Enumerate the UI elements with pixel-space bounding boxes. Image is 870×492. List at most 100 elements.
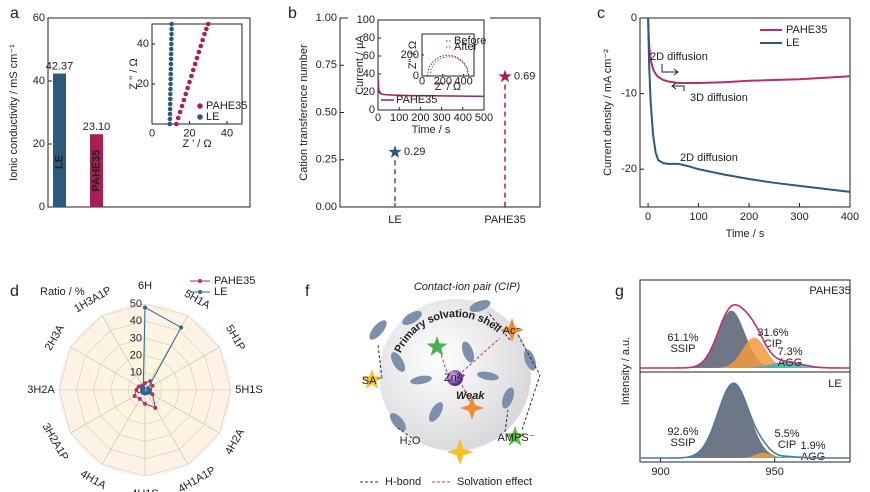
x-tick-label: 200 bbox=[434, 76, 452, 88]
y-axis-label: Z'' / Ω bbox=[407, 41, 419, 69]
legend-label: PAHE35 bbox=[206, 100, 247, 112]
y-tick-label: 20 bbox=[33, 138, 45, 150]
x-tick-label: 300 bbox=[432, 112, 450, 124]
category-label: 2H3A bbox=[43, 322, 67, 352]
data-point bbox=[198, 43, 204, 49]
y-tick-label: 20 bbox=[137, 78, 149, 90]
y-axis-label: Current / µA bbox=[354, 35, 366, 95]
x-tick-label: 400 bbox=[454, 76, 472, 88]
radar-grid bbox=[93, 338, 197, 442]
y-tick-label: 60 bbox=[363, 50, 375, 62]
radar-spoke bbox=[70, 346, 146, 391]
legend-label: H-bond bbox=[385, 476, 421, 488]
r-tick-label: 40 bbox=[130, 315, 142, 327]
bar bbox=[90, 134, 103, 207]
r-tick-label: 30 bbox=[130, 332, 142, 344]
series-line bbox=[429, 56, 469, 77]
plot-frame bbox=[47, 17, 251, 208]
panel-letter: f bbox=[305, 283, 310, 300]
radar-grid bbox=[58, 303, 232, 477]
data-point bbox=[169, 36, 174, 42]
component-area bbox=[640, 310, 850, 368]
y-tick-label: 20 bbox=[363, 86, 375, 98]
radar-spoke bbox=[70, 389, 146, 434]
h-bond bbox=[397, 427, 413, 439]
data-point bbox=[169, 26, 174, 32]
annotation-arrow bbox=[671, 82, 685, 91]
h-bond bbox=[517, 334, 541, 431]
data-point bbox=[205, 21, 211, 27]
x-tick-label: 900 bbox=[651, 466, 669, 478]
y-tick-label: 0 bbox=[631, 12, 637, 24]
annotation: 2D diffusion bbox=[650, 51, 708, 63]
series-line bbox=[647, 18, 850, 193]
legend-label: PAHE35 bbox=[786, 24, 827, 36]
legend-label: Before bbox=[454, 35, 486, 47]
component-area bbox=[640, 383, 850, 458]
annotation: 3D diffusion bbox=[690, 92, 748, 104]
component-name-label: AGG bbox=[801, 451, 825, 463]
component-name-label: AGG bbox=[778, 357, 802, 369]
star-marker bbox=[388, 145, 402, 158]
data-point bbox=[183, 91, 189, 97]
r-tick-label: 20 bbox=[130, 350, 142, 362]
y-tick-label: 200 bbox=[401, 49, 419, 61]
x-tick-label: LE bbox=[388, 214, 401, 226]
h-bond bbox=[487, 311, 511, 341]
data-point bbox=[192, 61, 198, 67]
data-point bbox=[194, 55, 200, 61]
x-tick-label: PAHE35 bbox=[484, 214, 525, 226]
component-value-label: 61.1% bbox=[667, 332, 698, 344]
y-tick-label: 60 bbox=[33, 12, 45, 24]
radar-spoke bbox=[144, 346, 220, 391]
value-label: 23.10 bbox=[83, 121, 111, 133]
x-tick-label: 0 bbox=[149, 127, 155, 139]
legend-marker bbox=[197, 114, 203, 120]
radar-point bbox=[143, 381, 147, 386]
category-label: 3H2A1P bbox=[40, 421, 71, 462]
component-value-label: 31.6% bbox=[757, 327, 788, 339]
legend-label: After bbox=[454, 41, 478, 53]
data-point bbox=[169, 31, 174, 37]
x-tick-label: 100 bbox=[390, 112, 408, 124]
diagram-title: Contact-ion pair (CIP) bbox=[414, 281, 521, 293]
data-point bbox=[175, 115, 181, 121]
data-point bbox=[168, 81, 173, 87]
solvent-molecule bbox=[391, 352, 405, 372]
data-point bbox=[168, 51, 174, 57]
solvent-molecules bbox=[369, 299, 537, 432]
data-point bbox=[167, 106, 173, 112]
y-tick-label: 40 bbox=[33, 75, 45, 87]
data-point bbox=[196, 49, 202, 55]
panel-name: PAHE35 bbox=[809, 285, 850, 297]
weak-label: Weak bbox=[456, 390, 485, 402]
y-tick-label: 0 bbox=[369, 104, 375, 116]
radar-spoke bbox=[101, 315, 146, 391]
solvent-molecule bbox=[501, 387, 515, 409]
category-label: 4H1A1P bbox=[176, 465, 217, 492]
category-label: 5H1A bbox=[182, 288, 212, 312]
legend-label: PAHE35 bbox=[214, 275, 255, 287]
panel-letter: b bbox=[288, 5, 297, 22]
bar-category-label: PAHE35 bbox=[90, 150, 102, 192]
radar-point bbox=[143, 305, 147, 310]
radar-title: Ratio / % bbox=[40, 286, 85, 298]
r-tick-label: 50 bbox=[130, 298, 142, 310]
solvent-molecule bbox=[402, 311, 422, 325]
value-label: 0.69 bbox=[514, 70, 535, 82]
data-point bbox=[190, 67, 196, 73]
data-point bbox=[167, 116, 173, 122]
legend-label: LE bbox=[786, 37, 799, 49]
annotation-arrow bbox=[661, 64, 679, 76]
solvation-link bbox=[439, 351, 448, 373]
data-point bbox=[169, 41, 174, 47]
y-tick-label: 40 bbox=[137, 38, 149, 50]
data-point bbox=[167, 111, 173, 117]
solvent-molecule bbox=[429, 402, 443, 422]
fit-envelope bbox=[640, 303, 851, 369]
species-label: AMPS⁻ bbox=[498, 432, 535, 444]
solvent-molecule bbox=[461, 341, 475, 363]
legend-marker bbox=[198, 290, 202, 294]
x-tick-label: 100 bbox=[689, 211, 707, 223]
